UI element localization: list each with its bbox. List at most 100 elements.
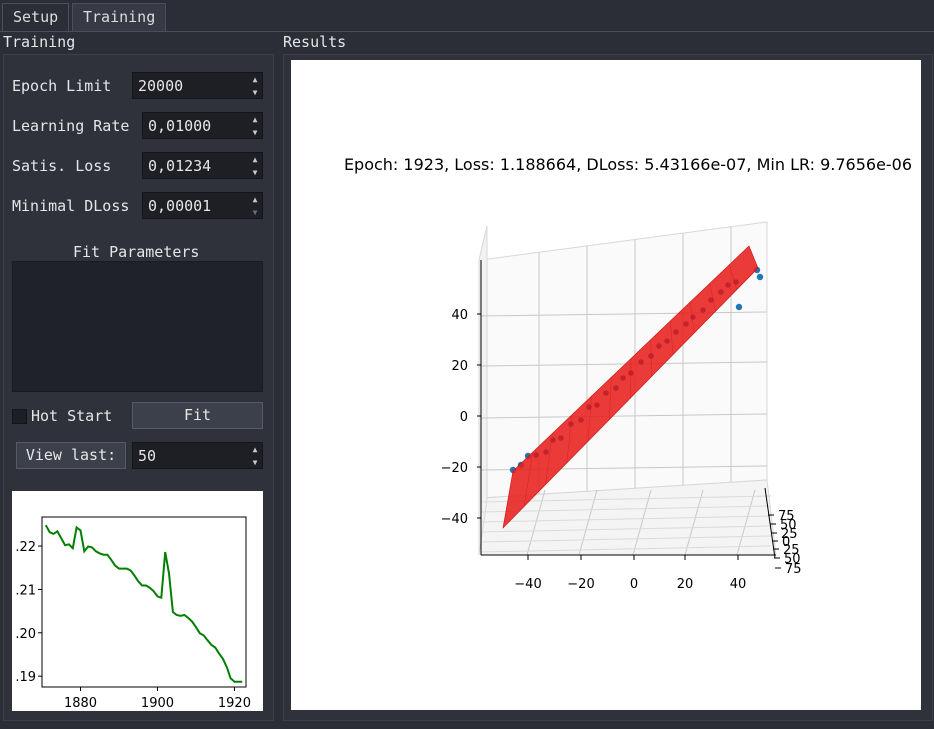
x-tick-label: 40 (730, 577, 747, 592)
fit-button[interactable]: Fit (132, 402, 263, 429)
plane-mesh-line (729, 264, 737, 290)
minimal-dloss-value: 0,00001 (148, 197, 212, 215)
x-tick-label: 20 (677, 577, 694, 592)
learning-rate-value: 0,01000 (148, 117, 212, 135)
grid-line (578, 489, 598, 556)
y-tick-label: 25 (781, 527, 798, 542)
x-tick-label: 1900 (141, 696, 174, 711)
plane-mesh-line (524, 452, 533, 507)
hot-start-checkbox[interactable] (12, 409, 27, 424)
y-tick-label: 50 (780, 518, 797, 533)
spin-up-icon[interactable]: ▲ (252, 195, 258, 204)
spin-down-icon[interactable]: ▼ (252, 168, 258, 177)
epoch-limit-label: Epoch Limit (12, 77, 112, 95)
y-tick-label: .20 (15, 627, 36, 642)
spin-down-icon[interactable]: ▼ (252, 458, 258, 467)
spin-down-icon[interactable]: ▼ (252, 208, 258, 217)
learning-rate-spinbox[interactable]: 0,01000 ▲ ▼ (142, 112, 263, 139)
data-point (568, 421, 574, 427)
z-tick-label: −40 (441, 512, 468, 527)
spin-up-icon[interactable]: ▲ (252, 75, 258, 84)
epoch-limit-spinbox[interactable]: 20000 ▲ ▼ (132, 72, 263, 99)
fit-parameters-box[interactable] (12, 261, 263, 392)
data-point (725, 282, 731, 288)
loss-chart-canvas: 1880 1900 1920 .19 .20 .21 .22 (12, 491, 263, 711)
epoch-limit-value: 20000 (138, 77, 184, 95)
results-section-title: Results (283, 33, 347, 51)
satis-loss-label: Satis. Loss (12, 157, 112, 175)
x-tick-label: 1920 (218, 696, 251, 711)
grid-line (480, 515, 772, 523)
grid-line (480, 413, 768, 419)
x-tick-label: 1880 (64, 696, 97, 711)
data-point (628, 370, 634, 376)
data-point (543, 449, 549, 455)
x-tick-label: 0 (630, 577, 638, 592)
grid-line (480, 361, 768, 367)
z-tick-label: 40 (451, 308, 468, 323)
tab-bar: Setup Training (0, 0, 934, 32)
results-canvas: Epoch: 1923, Loss: 1.188664, DLoss: 5.43… (291, 60, 921, 710)
data-point (638, 359, 644, 365)
data-point (620, 375, 626, 381)
data-point (733, 279, 739, 285)
data-point (594, 402, 600, 408)
tab-training[interactable]: Training (72, 3, 167, 31)
tab-setup[interactable]: Setup (2, 3, 70, 31)
side-pane (478, 225, 488, 556)
grid-line (480, 535, 772, 543)
y-tick-label: 0 (782, 535, 790, 550)
loss-chart: 1880 1900 1920 .19 .20 .21 .22 (15, 516, 251, 711)
data-point (586, 404, 592, 410)
view-last-button[interactable]: View last: (16, 442, 126, 469)
learning-rate-label: Learning Rate (12, 117, 130, 135)
y-tick-label: 50 (784, 552, 801, 567)
grid-line (684, 489, 704, 556)
data-point (673, 329, 679, 335)
data-point (735, 303, 743, 311)
grid-line (736, 489, 756, 556)
data-point (578, 417, 584, 423)
y-tick-label: 75 (785, 562, 802, 577)
spin-up-icon[interactable]: ▲ (252, 115, 258, 124)
view-last-spinbox[interactable]: 50 ▲ ▼ (132, 442, 263, 469)
data-point (533, 452, 539, 458)
data-point (558, 435, 564, 441)
data-point (683, 321, 689, 327)
grid-line (480, 525, 772, 533)
view-last-value: 50 (138, 447, 157, 465)
plane-mesh-line (587, 395, 592, 442)
z-tick-label: 0 (460, 410, 468, 425)
data-point (648, 353, 654, 359)
z-tick-label: 20 (451, 359, 468, 374)
plane-mesh-line (609, 377, 612, 420)
spin-up-icon[interactable]: ▲ (252, 155, 258, 164)
spin-down-icon[interactable]: ▼ (252, 88, 258, 97)
grid-line (480, 505, 772, 513)
data-point (718, 289, 724, 295)
plot-title: Epoch: 1923, Loss: 1.188664, DLoss: 5.43… (344, 155, 912, 174)
y-tick-label: 75 (778, 509, 795, 524)
back-pane (480, 221, 768, 499)
data-point (603, 390, 609, 396)
plane-mesh-line (670, 320, 674, 355)
y-tick-label: .19 (15, 670, 36, 685)
plane-mesh-line (709, 283, 716, 312)
spin-down-icon[interactable]: ▼ (252, 128, 258, 137)
x-tick-label: −40 (514, 577, 541, 592)
data-point (700, 307, 706, 313)
loss-axes-frame (41, 516, 247, 688)
minimal-dloss-label: Minimal DLoss (12, 197, 130, 215)
data-point (708, 297, 714, 303)
data-point (550, 437, 556, 443)
satis-loss-spinbox[interactable]: 0,01234 ▲ ▼ (142, 152, 263, 179)
minimal-dloss-spinbox[interactable]: 0,00001 ▲ ▼ (142, 192, 263, 219)
z-tick-label: −20 (441, 461, 468, 476)
grid-line (480, 311, 768, 317)
data-point (613, 385, 619, 391)
plot-3d: Epoch: 1923, Loss: 1.188664, DLoss: 5.43… (344, 155, 912, 592)
data-point (656, 343, 662, 349)
satis-loss-value: 0,01234 (148, 157, 212, 175)
data-point (690, 314, 696, 320)
spin-up-icon[interactable]: ▲ (252, 445, 258, 454)
